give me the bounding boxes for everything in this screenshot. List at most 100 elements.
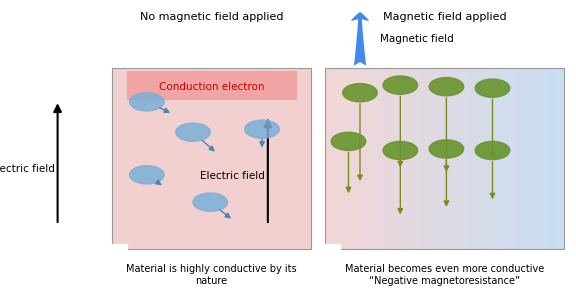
Bar — [532, 68, 535, 249]
Bar — [514, 68, 517, 249]
Bar — [421, 68, 425, 249]
Bar — [550, 68, 553, 249]
Bar — [460, 68, 464, 249]
Bar — [406, 68, 410, 249]
Bar — [559, 68, 562, 249]
Circle shape — [383, 76, 418, 94]
Bar — [487, 68, 490, 249]
Circle shape — [475, 141, 510, 160]
Bar — [451, 68, 454, 249]
Bar — [481, 68, 484, 249]
Bar — [373, 68, 377, 249]
Bar — [349, 68, 353, 249]
Bar — [499, 68, 502, 249]
Bar — [400, 68, 404, 249]
Bar — [346, 68, 350, 249]
Bar — [457, 68, 460, 249]
Bar — [526, 68, 529, 249]
Circle shape — [331, 132, 366, 150]
Bar — [454, 68, 457, 249]
Bar — [535, 68, 538, 249]
Bar — [540, 68, 544, 249]
Bar — [358, 68, 362, 249]
Bar — [112, 68, 311, 249]
Bar — [376, 68, 380, 249]
Bar — [507, 68, 511, 249]
Bar — [492, 68, 497, 249]
Bar — [520, 68, 523, 249]
Bar — [353, 68, 356, 249]
Circle shape — [193, 193, 228, 211]
Bar — [544, 68, 547, 249]
Bar — [522, 68, 526, 249]
Bar — [340, 68, 344, 249]
Bar — [394, 68, 397, 249]
Circle shape — [429, 78, 464, 96]
Circle shape — [130, 166, 164, 184]
Bar — [463, 68, 467, 249]
Bar — [436, 68, 439, 249]
Bar — [367, 68, 371, 249]
Bar — [382, 68, 386, 249]
Text: Material becomes even more conductive
“Negative magnetoresistance”: Material becomes even more conductive “N… — [346, 264, 544, 286]
Bar — [433, 68, 437, 249]
Bar — [484, 68, 487, 249]
Bar — [338, 68, 341, 249]
Circle shape — [343, 84, 377, 102]
Bar — [478, 68, 482, 249]
Bar — [562, 68, 565, 249]
Bar — [445, 68, 449, 249]
Bar — [511, 68, 514, 249]
Bar — [427, 68, 431, 249]
Bar — [323, 244, 340, 253]
Circle shape — [383, 141, 418, 160]
Bar — [325, 68, 329, 249]
Bar — [502, 68, 505, 249]
Bar — [475, 68, 479, 249]
Bar — [439, 68, 442, 249]
Circle shape — [475, 79, 510, 97]
Bar — [109, 244, 127, 253]
Circle shape — [429, 140, 464, 158]
Text: Conduction electron: Conduction electron — [159, 82, 264, 92]
Bar — [412, 68, 416, 249]
Bar — [388, 68, 392, 249]
Bar — [448, 68, 452, 249]
Bar — [505, 68, 508, 249]
Bar — [325, 68, 564, 249]
Circle shape — [130, 93, 164, 111]
Circle shape — [176, 123, 210, 141]
Bar — [529, 68, 532, 249]
Bar — [331, 68, 335, 249]
Text: Magnetic field applied: Magnetic field applied — [383, 12, 507, 22]
Bar — [442, 68, 446, 249]
Bar — [361, 68, 365, 249]
Bar — [517, 68, 520, 249]
Bar — [552, 68, 556, 249]
Bar — [355, 68, 359, 249]
Bar — [335, 68, 338, 249]
Text: Magnetic field: Magnetic field — [380, 34, 454, 44]
Bar — [370, 68, 374, 249]
Bar — [547, 68, 550, 249]
Bar — [409, 68, 412, 249]
Bar — [403, 68, 407, 249]
Bar — [430, 68, 434, 249]
Bar — [490, 68, 493, 249]
Text: No magnetic field applied: No magnetic field applied — [140, 12, 283, 22]
Bar — [391, 68, 395, 249]
Text: Material is highly conductive by its
nature: Material is highly conductive by its nat… — [126, 264, 297, 286]
Bar — [385, 68, 389, 249]
Bar — [364, 68, 368, 249]
Bar — [537, 68, 541, 249]
Bar — [466, 68, 469, 249]
Bar — [469, 68, 472, 249]
Bar — [379, 68, 383, 249]
Text: Electric field: Electric field — [0, 164, 55, 174]
Bar — [472, 68, 475, 249]
Bar — [127, 71, 297, 100]
Bar — [415, 68, 419, 249]
Bar — [555, 68, 559, 249]
Bar — [343, 68, 347, 249]
Bar — [328, 68, 332, 249]
